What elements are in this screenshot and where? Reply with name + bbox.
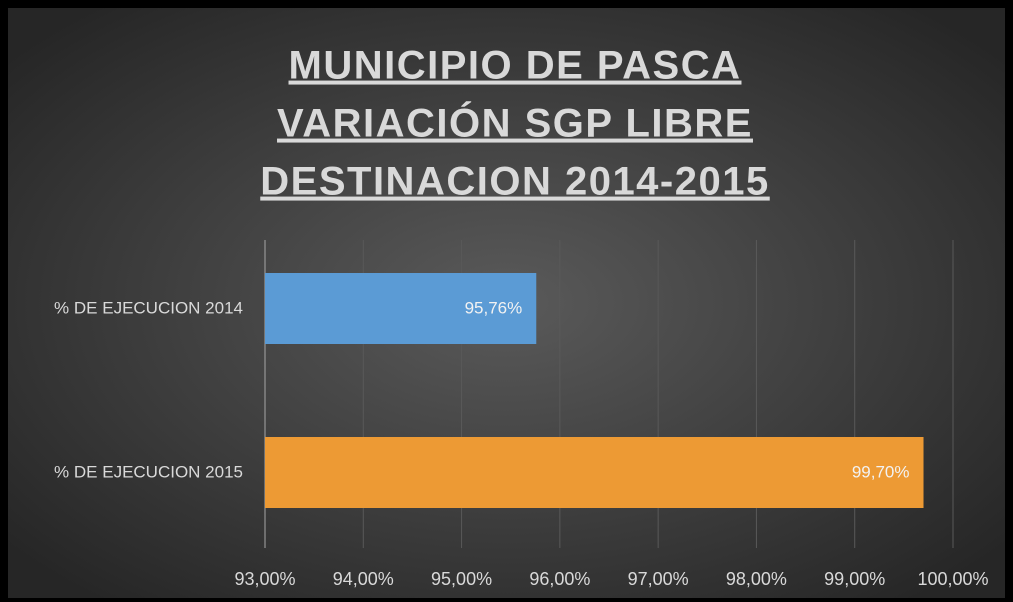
- value-label: 95,76%: [465, 298, 523, 317]
- x-tick-label: 100,00%: [917, 569, 988, 589]
- chart-title: VARIACIÓN SGP LIBRE: [277, 100, 753, 146]
- y-tick-label: % DE EJECUCION 2014: [54, 298, 243, 317]
- value-label: 99,70%: [852, 462, 910, 481]
- x-tick-label: 95,00%: [431, 569, 492, 589]
- chart-title: DESTINACION 2014-2015: [260, 160, 769, 204]
- x-tick-label: 99,00%: [824, 569, 885, 589]
- y-tick-label: % DE EJECUCION 2015: [54, 462, 243, 481]
- x-tick-label: 94,00%: [333, 569, 394, 589]
- x-tick-label: 93,00%: [234, 569, 295, 589]
- bar: [265, 273, 537, 344]
- x-tick-label: 96,00%: [529, 569, 590, 589]
- bar: [265, 437, 924, 508]
- x-tick-label: 98,00%: [726, 569, 787, 589]
- chart-title: MUNICIPIO DE PASCA: [289, 44, 742, 88]
- x-tick-label: 97,00%: [628, 569, 689, 589]
